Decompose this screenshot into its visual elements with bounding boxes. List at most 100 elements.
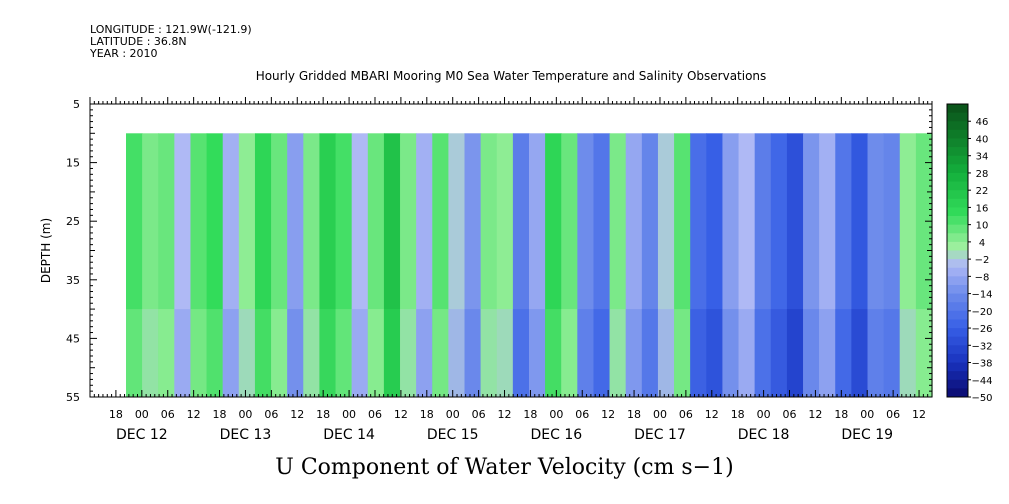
colorbar-cell [947, 181, 968, 191]
colorbar-label: −26 [971, 324, 992, 335]
x-day-label: DEC 12 [116, 427, 168, 443]
heatmap-cell-deep [238, 309, 256, 397]
heatmap-cell-deep [254, 309, 272, 397]
colorbar-cell [947, 129, 968, 139]
x-hour-label: 18 [213, 408, 227, 421]
colorbar-cell [947, 207, 968, 217]
heatmap-cell-deep [625, 309, 643, 397]
heatmap-cell-deep [190, 309, 208, 397]
x-hour-label: 00 [860, 408, 874, 421]
variable-title: U Component of Water Velocity (cm s−1) [275, 455, 734, 480]
x-hour-label: 06 [264, 408, 278, 421]
y-tick-label: 25 [66, 215, 80, 228]
x-hour-label: 18 [627, 408, 641, 421]
colorbar-label: 40 [976, 134, 989, 145]
x-day-label: DEC 15 [427, 427, 479, 443]
heatmap-cell-deep [416, 309, 433, 397]
x-hour-label: 12 [912, 408, 926, 421]
colorbar-cell [947, 336, 968, 346]
x-hour-label: 12 [187, 408, 201, 421]
colorbar-cell [947, 345, 968, 355]
colorbar-cell [947, 147, 968, 157]
heatmap-cell-deep [512, 309, 530, 397]
heatmap-cell-deep [706, 309, 724, 397]
colorbar-cell [947, 267, 968, 277]
x-day-label: DEC 13 [220, 427, 272, 443]
colorbar-cell [947, 319, 968, 329]
heatmap-cell-deep [319, 309, 337, 397]
heatmap-cell-deep [674, 309, 691, 397]
heatmap-cell-deep [593, 309, 611, 397]
heatmap-cell-deep [271, 309, 288, 397]
colorbar-cell [947, 293, 968, 303]
colorbar-label: −20 [971, 307, 992, 318]
x-hour-label: 06 [575, 408, 589, 421]
heatmap-cell-deep [754, 309, 772, 397]
colorbar-label: 10 [976, 221, 989, 232]
x-day-label: DEC 16 [531, 427, 583, 443]
heatmap-cell-deep [577, 309, 595, 397]
colorbar-cell [947, 388, 968, 398]
x-hour-label: 12 [808, 408, 822, 421]
x-hour-label: 18 [109, 408, 123, 421]
colorbar-cell [947, 284, 968, 294]
colorbar-label: 46 [976, 117, 989, 128]
heatmap-cell-deep [770, 309, 788, 397]
colorbar-cell [947, 164, 968, 174]
colorbar-cell [947, 371, 968, 381]
chart-title: Hourly Gridded MBARI Mooring M0 Sea Wate… [255, 69, 767, 83]
colorbar-label: −2 [975, 255, 990, 266]
heatmap-cell-deep [448, 309, 466, 397]
heatmap-cell-deep [287, 309, 304, 397]
heatmap-cell-deep [883, 309, 901, 397]
x-hour-label: 00 [757, 408, 771, 421]
latitude-label: LATITUDE : 36.8N [90, 35, 187, 48]
heatmap-cell-deep [915, 309, 933, 397]
x-hour-label: 12 [394, 408, 408, 421]
heatmap-cell-deep [222, 309, 240, 397]
colorbar-cell [947, 121, 968, 131]
x-hour-label: 00 [653, 408, 667, 421]
x-hour-label: 06 [679, 408, 693, 421]
colorbar-cell [947, 138, 968, 148]
heatmap-cell-deep [383, 309, 401, 397]
x-day-label: DEC 17 [634, 427, 686, 443]
heatmap-cell-deep [819, 309, 836, 397]
colorbar-cell [947, 379, 968, 389]
colorbar-label: −38 [971, 359, 992, 370]
colorbar-cell [947, 233, 968, 243]
y-tick-label: 45 [66, 332, 80, 345]
x-hour-label: 06 [368, 408, 382, 421]
station-info: LONGITUDE : 121.9W(-121.9) LATITUDE : 36… [90, 24, 252, 60]
x-hour-label: 00 [238, 408, 252, 421]
colorbar-cell [947, 328, 968, 338]
heatmap-cell-deep [464, 309, 482, 397]
heatmap-cell-deep [835, 309, 852, 397]
colorbar-label: −44 [971, 376, 992, 387]
x-hour-label: 12 [498, 408, 512, 421]
x-hour-label: 12 [705, 408, 719, 421]
x-hour-label: 00 [446, 408, 460, 421]
x-hour-label: 18 [731, 408, 745, 421]
heatmap-cell-deep [657, 309, 675, 397]
x-hour-label: 12 [290, 408, 304, 421]
heatmap-cell-deep [480, 309, 498, 397]
y-tick-label: 55 [66, 391, 80, 404]
heatmap-cell-deep [561, 309, 578, 397]
heatmap-cell-deep [899, 309, 917, 397]
heatmap-cell-deep [142, 309, 159, 397]
x-hour-label: 00 [135, 408, 149, 421]
colorbar-label: −50 [971, 393, 992, 404]
heatmap-cell-deep [174, 309, 192, 397]
y-tick-label: 15 [66, 157, 80, 170]
colorbar-label: 4 [979, 238, 985, 249]
heatmap-cell-deep [158, 309, 175, 397]
heatmap-cell-deep [335, 309, 353, 397]
x-day-label: DEC 14 [323, 427, 375, 443]
heatmap-cell-deep [545, 309, 562, 397]
colorbar-cell [947, 172, 968, 182]
x-hour-label: 06 [161, 408, 175, 421]
colorbar-label: −32 [971, 341, 992, 352]
x-hour-label: 00 [342, 408, 356, 421]
